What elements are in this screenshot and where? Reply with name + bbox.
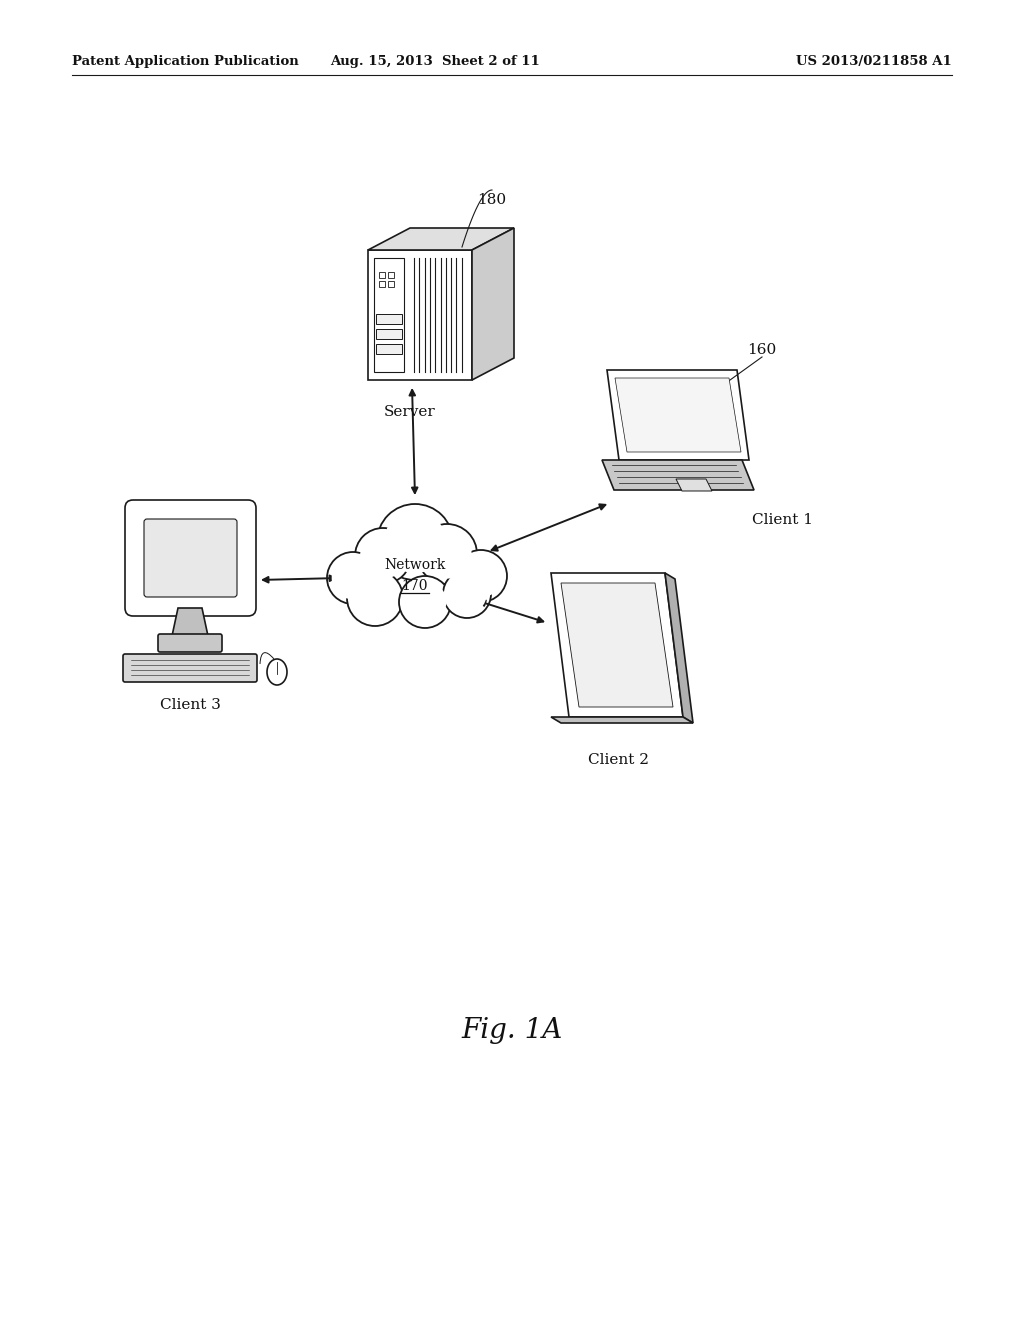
Circle shape bbox=[443, 570, 490, 618]
Circle shape bbox=[447, 574, 486, 614]
Polygon shape bbox=[561, 583, 673, 708]
Circle shape bbox=[327, 552, 379, 605]
Circle shape bbox=[417, 524, 477, 583]
Circle shape bbox=[352, 576, 398, 620]
Text: Network: Network bbox=[384, 558, 445, 572]
Text: 170: 170 bbox=[401, 579, 428, 593]
Polygon shape bbox=[368, 249, 472, 380]
Circle shape bbox=[355, 528, 411, 583]
FancyBboxPatch shape bbox=[125, 500, 256, 616]
Polygon shape bbox=[607, 370, 749, 459]
Circle shape bbox=[377, 504, 453, 579]
Polygon shape bbox=[551, 573, 683, 717]
Text: 160: 160 bbox=[748, 343, 776, 356]
Polygon shape bbox=[172, 609, 208, 636]
Polygon shape bbox=[602, 459, 754, 490]
Polygon shape bbox=[472, 228, 514, 380]
Polygon shape bbox=[551, 717, 693, 723]
Polygon shape bbox=[368, 228, 514, 249]
Text: 180: 180 bbox=[477, 193, 507, 207]
Polygon shape bbox=[676, 479, 712, 491]
Text: Client 3: Client 3 bbox=[160, 698, 220, 711]
Polygon shape bbox=[379, 281, 385, 286]
Polygon shape bbox=[615, 378, 741, 451]
Polygon shape bbox=[388, 281, 394, 286]
FancyBboxPatch shape bbox=[123, 653, 257, 682]
Text: US 2013/0211858 A1: US 2013/0211858 A1 bbox=[797, 55, 952, 69]
Circle shape bbox=[460, 554, 503, 598]
Text: Aug. 15, 2013  Sheet 2 of 11: Aug. 15, 2013 Sheet 2 of 11 bbox=[330, 55, 540, 69]
FancyBboxPatch shape bbox=[144, 519, 237, 597]
Polygon shape bbox=[376, 314, 402, 323]
Circle shape bbox=[332, 557, 375, 599]
Polygon shape bbox=[376, 329, 402, 339]
Circle shape bbox=[384, 511, 446, 573]
Text: Fig. 1A: Fig. 1A bbox=[462, 1016, 562, 1044]
Polygon shape bbox=[374, 257, 404, 372]
FancyBboxPatch shape bbox=[158, 634, 222, 652]
Text: Client 2: Client 2 bbox=[588, 752, 648, 767]
Polygon shape bbox=[388, 272, 394, 279]
Circle shape bbox=[403, 581, 446, 623]
Circle shape bbox=[347, 570, 403, 626]
Polygon shape bbox=[376, 345, 402, 354]
Polygon shape bbox=[665, 573, 693, 723]
Ellipse shape bbox=[267, 659, 287, 685]
Text: Client 1: Client 1 bbox=[752, 513, 813, 527]
Circle shape bbox=[360, 533, 406, 579]
Circle shape bbox=[399, 576, 451, 628]
Text: Server: Server bbox=[384, 405, 436, 418]
Polygon shape bbox=[379, 272, 385, 279]
Circle shape bbox=[455, 550, 507, 602]
Text: Patent Application Publication: Patent Application Publication bbox=[72, 55, 299, 69]
Circle shape bbox=[422, 529, 472, 578]
